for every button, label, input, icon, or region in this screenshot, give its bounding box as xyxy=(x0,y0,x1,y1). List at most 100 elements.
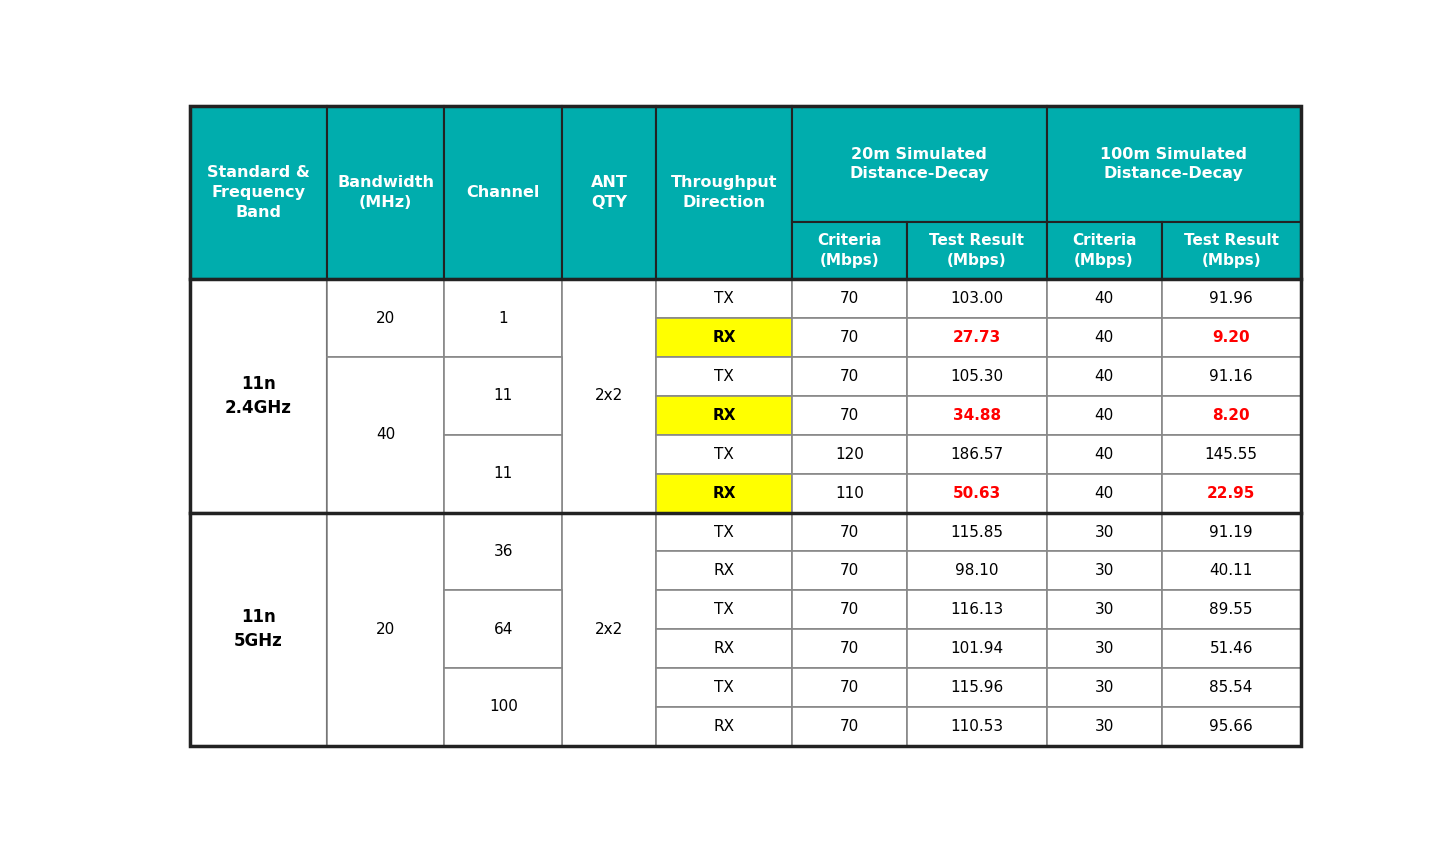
Text: 70: 70 xyxy=(840,369,859,384)
Bar xyxy=(1162,590,1301,629)
Bar xyxy=(907,435,1047,474)
Text: 30: 30 xyxy=(1095,524,1114,540)
Bar xyxy=(792,396,907,435)
Bar xyxy=(1047,707,1162,746)
Bar xyxy=(1047,474,1162,513)
Bar xyxy=(656,668,792,707)
Text: 30: 30 xyxy=(1095,680,1114,695)
Text: 70: 70 xyxy=(840,408,859,423)
Bar xyxy=(563,279,656,513)
Bar xyxy=(445,590,563,668)
Text: Criteria
(Mbps): Criteria (Mbps) xyxy=(1072,234,1136,268)
Bar xyxy=(656,707,792,746)
Text: 115.96: 115.96 xyxy=(951,680,1003,695)
Bar xyxy=(1162,396,1301,435)
Text: 50.63: 50.63 xyxy=(952,486,1000,501)
Bar xyxy=(792,590,907,629)
Bar xyxy=(445,357,563,435)
Text: Criteria
(Mbps): Criteria (Mbps) xyxy=(817,234,883,268)
Text: Standard &
Frequency
Band: Standard & Frequency Band xyxy=(206,165,310,220)
Bar xyxy=(792,223,907,279)
Bar xyxy=(656,279,792,319)
Bar xyxy=(189,279,327,513)
Bar xyxy=(656,396,792,435)
Bar xyxy=(792,435,907,474)
Bar xyxy=(1047,357,1162,396)
Text: RX: RX xyxy=(712,408,736,423)
Bar xyxy=(1162,223,1301,279)
Text: ANT
QTY: ANT QTY xyxy=(590,175,628,210)
Text: 100: 100 xyxy=(489,700,518,714)
Text: 11n
2.4GHz: 11n 2.4GHz xyxy=(225,375,292,416)
Text: 27.73: 27.73 xyxy=(952,330,1000,346)
Text: 2x2: 2x2 xyxy=(595,621,624,636)
Bar xyxy=(907,396,1047,435)
Bar xyxy=(1047,513,1162,551)
Bar xyxy=(792,357,907,396)
Text: 36: 36 xyxy=(493,544,513,559)
Text: 34.88: 34.88 xyxy=(952,408,1000,423)
Bar xyxy=(1162,279,1301,319)
Bar xyxy=(327,357,445,513)
Bar xyxy=(1162,319,1301,357)
Bar xyxy=(1047,590,1162,629)
Text: 40.11: 40.11 xyxy=(1210,563,1253,578)
Text: RX: RX xyxy=(714,641,734,656)
Text: TX: TX xyxy=(714,680,734,695)
Bar xyxy=(189,105,327,279)
Text: 40: 40 xyxy=(1095,486,1114,501)
Text: TX: TX xyxy=(714,524,734,540)
Text: 30: 30 xyxy=(1095,719,1114,733)
Bar xyxy=(656,513,792,551)
Bar xyxy=(792,551,907,590)
Bar xyxy=(563,105,656,279)
Text: TX: TX xyxy=(714,447,734,462)
Bar xyxy=(656,629,792,668)
Bar xyxy=(445,513,563,590)
Text: 70: 70 xyxy=(840,524,859,540)
Bar xyxy=(792,513,907,551)
Text: 30: 30 xyxy=(1095,641,1114,656)
Text: Test Result
(Mbps): Test Result (Mbps) xyxy=(1184,234,1278,268)
Text: 30: 30 xyxy=(1095,602,1114,617)
Bar xyxy=(1162,435,1301,474)
Bar xyxy=(1047,105,1301,223)
Text: 70: 70 xyxy=(840,719,859,733)
Bar xyxy=(792,105,1047,223)
Bar xyxy=(1047,279,1162,319)
Text: 100m Simulated
Distance-Decay: 100m Simulated Distance-Decay xyxy=(1101,147,1248,181)
Text: 40: 40 xyxy=(1095,408,1114,423)
Bar xyxy=(1047,396,1162,435)
Text: 70: 70 xyxy=(840,292,859,306)
Text: 70: 70 xyxy=(840,563,859,578)
Text: 91.96: 91.96 xyxy=(1210,292,1253,306)
Text: 40: 40 xyxy=(377,427,395,443)
Bar xyxy=(1162,474,1301,513)
Text: 20m Simulated
Distance-Decay: 20m Simulated Distance-Decay xyxy=(849,147,989,181)
Text: 51.46: 51.46 xyxy=(1210,641,1253,656)
Text: 98.10: 98.10 xyxy=(955,563,999,578)
Bar xyxy=(907,279,1047,319)
Bar xyxy=(907,513,1047,551)
Text: 22.95: 22.95 xyxy=(1207,486,1255,501)
Text: 2x2: 2x2 xyxy=(595,389,624,404)
Text: 11: 11 xyxy=(494,389,513,404)
Bar xyxy=(1162,513,1301,551)
Text: 116.13: 116.13 xyxy=(951,602,1003,617)
Text: 40: 40 xyxy=(1095,292,1114,306)
Bar xyxy=(1162,668,1301,707)
Text: 91.19: 91.19 xyxy=(1210,524,1253,540)
Text: 120: 120 xyxy=(836,447,864,462)
Text: TX: TX xyxy=(714,602,734,617)
Bar xyxy=(907,319,1047,357)
Text: 40: 40 xyxy=(1095,369,1114,384)
Text: TX: TX xyxy=(714,369,734,384)
Bar xyxy=(792,319,907,357)
Bar xyxy=(1162,357,1301,396)
Bar xyxy=(1047,551,1162,590)
Text: RX: RX xyxy=(714,719,734,733)
Text: RX: RX xyxy=(712,330,736,346)
Text: 30: 30 xyxy=(1095,563,1114,578)
Bar xyxy=(792,279,907,319)
Text: 110: 110 xyxy=(836,486,864,501)
